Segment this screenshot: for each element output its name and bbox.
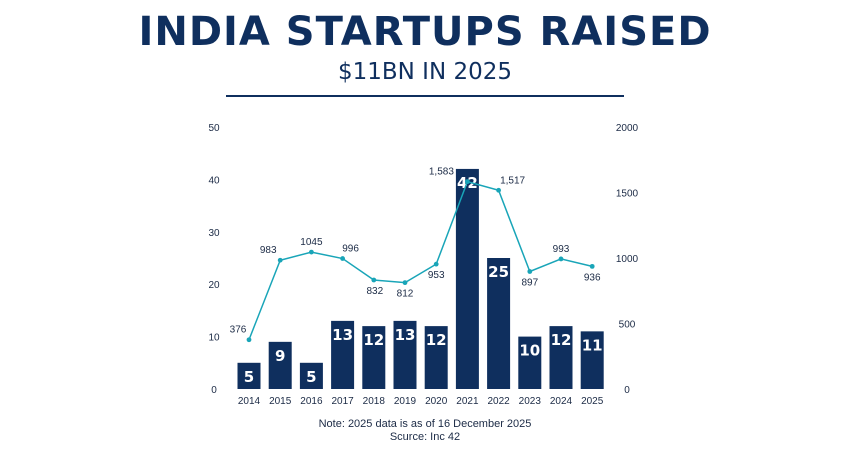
line-point bbox=[402, 280, 408, 286]
chart-source: Scurce: Inc 42 bbox=[389, 431, 461, 443]
x-axis-tick-label: 2016 bbox=[300, 396, 323, 407]
title-divider bbox=[226, 95, 624, 97]
line-value-label: 897 bbox=[521, 277, 538, 288]
bar bbox=[518, 336, 542, 389]
line-point bbox=[465, 179, 470, 185]
line-value-label: 1,517 bbox=[500, 175, 525, 186]
bar bbox=[237, 362, 261, 389]
bar-value-label: 12 bbox=[363, 331, 384, 349]
line-value-label: 1045 bbox=[300, 237, 323, 248]
line-value-label: 983 bbox=[260, 245, 277, 256]
bar bbox=[362, 326, 386, 389]
bar-value-label: 11 bbox=[582, 336, 603, 354]
bar bbox=[331, 320, 355, 389]
left-axis-tick-label: 0 bbox=[211, 385, 217, 396]
line-value-label: 936 bbox=[584, 272, 601, 283]
line-point bbox=[496, 187, 501, 193]
left-axis-tick-label: 20 bbox=[208, 280, 220, 291]
x-axis-tick-label: 2019 bbox=[394, 396, 417, 407]
line-point bbox=[527, 269, 533, 274]
left-axis-tick-label: 30 bbox=[208, 228, 220, 239]
right-axis-tick-label: 1500 bbox=[616, 189, 639, 200]
chart-title: INDIA STARTUPS RAISED bbox=[138, 9, 712, 55]
right-axis-tick-label: 0 bbox=[624, 385, 630, 396]
left-axis-tick-label: 40 bbox=[208, 175, 220, 186]
chart-note: Note: 2025 data is as of 16 December 202… bbox=[318, 418, 532, 430]
right-axis-tick-label: 2000 bbox=[616, 123, 639, 134]
line-value-label: 993 bbox=[553, 244, 570, 255]
line-series bbox=[248, 180, 593, 341]
bar bbox=[549, 326, 573, 389]
x-axis-tick-label: 2022 bbox=[487, 396, 510, 407]
line-value-label: 832 bbox=[366, 286, 383, 297]
line-point bbox=[433, 261, 439, 267]
bar bbox=[424, 326, 448, 389]
right-axis-tick-label: 500 bbox=[619, 320, 636, 331]
line-value-label: 812 bbox=[397, 289, 414, 300]
x-axis-tick-label: 2017 bbox=[331, 396, 354, 407]
left-axis-tick-label: 10 bbox=[208, 333, 220, 344]
bar bbox=[393, 320, 417, 389]
bar bbox=[299, 362, 323, 389]
bar-value-label: 5 bbox=[244, 368, 254, 386]
bar bbox=[487, 258, 511, 389]
x-axis-tick-label: 2020 bbox=[425, 396, 448, 407]
line-value-label: 953 bbox=[428, 270, 445, 281]
x-axis-tick-label: 2023 bbox=[519, 396, 542, 407]
right-axis-tick-label: 1000 bbox=[616, 254, 639, 265]
x-axis-tick-label: 2018 bbox=[363, 396, 386, 407]
line-point bbox=[277, 257, 283, 263]
bar-value-label: 25 bbox=[488, 263, 509, 281]
x-axis-tick-label: 2021 bbox=[456, 396, 479, 407]
line-point bbox=[371, 277, 377, 283]
line-value-label: 1,583 bbox=[429, 167, 454, 178]
x-axis-tick-label: 2025 bbox=[581, 396, 604, 407]
line-point bbox=[340, 256, 345, 261]
bar bbox=[455, 168, 479, 389]
bar-value-label: 5 bbox=[306, 368, 316, 386]
line-point bbox=[558, 256, 564, 262]
bar bbox=[580, 331, 604, 389]
line-point bbox=[309, 249, 314, 255]
bar-value-label: 13 bbox=[395, 326, 416, 344]
x-axis-tick-label: 2015 bbox=[269, 396, 292, 407]
line-value-label: 376 bbox=[230, 325, 247, 336]
chart-subtitle: $11BN IN 2025 bbox=[337, 59, 513, 85]
line-point bbox=[589, 263, 595, 269]
line-point bbox=[246, 337, 252, 343]
left-axis-tick-label: 50 bbox=[208, 123, 220, 134]
bar-value-label: 9 bbox=[275, 347, 285, 365]
line-value-label: 996 bbox=[342, 244, 359, 255]
bar-value-label: 12 bbox=[426, 331, 447, 349]
x-axis-tick-label: 2024 bbox=[550, 396, 573, 407]
bar-value-label: 10 bbox=[519, 342, 540, 360]
bar-value-label: 13 bbox=[332, 326, 353, 344]
x-axis-tick-label: 2014 bbox=[238, 396, 261, 407]
bar-value-label: 12 bbox=[551, 331, 572, 349]
bar bbox=[268, 341, 292, 389]
